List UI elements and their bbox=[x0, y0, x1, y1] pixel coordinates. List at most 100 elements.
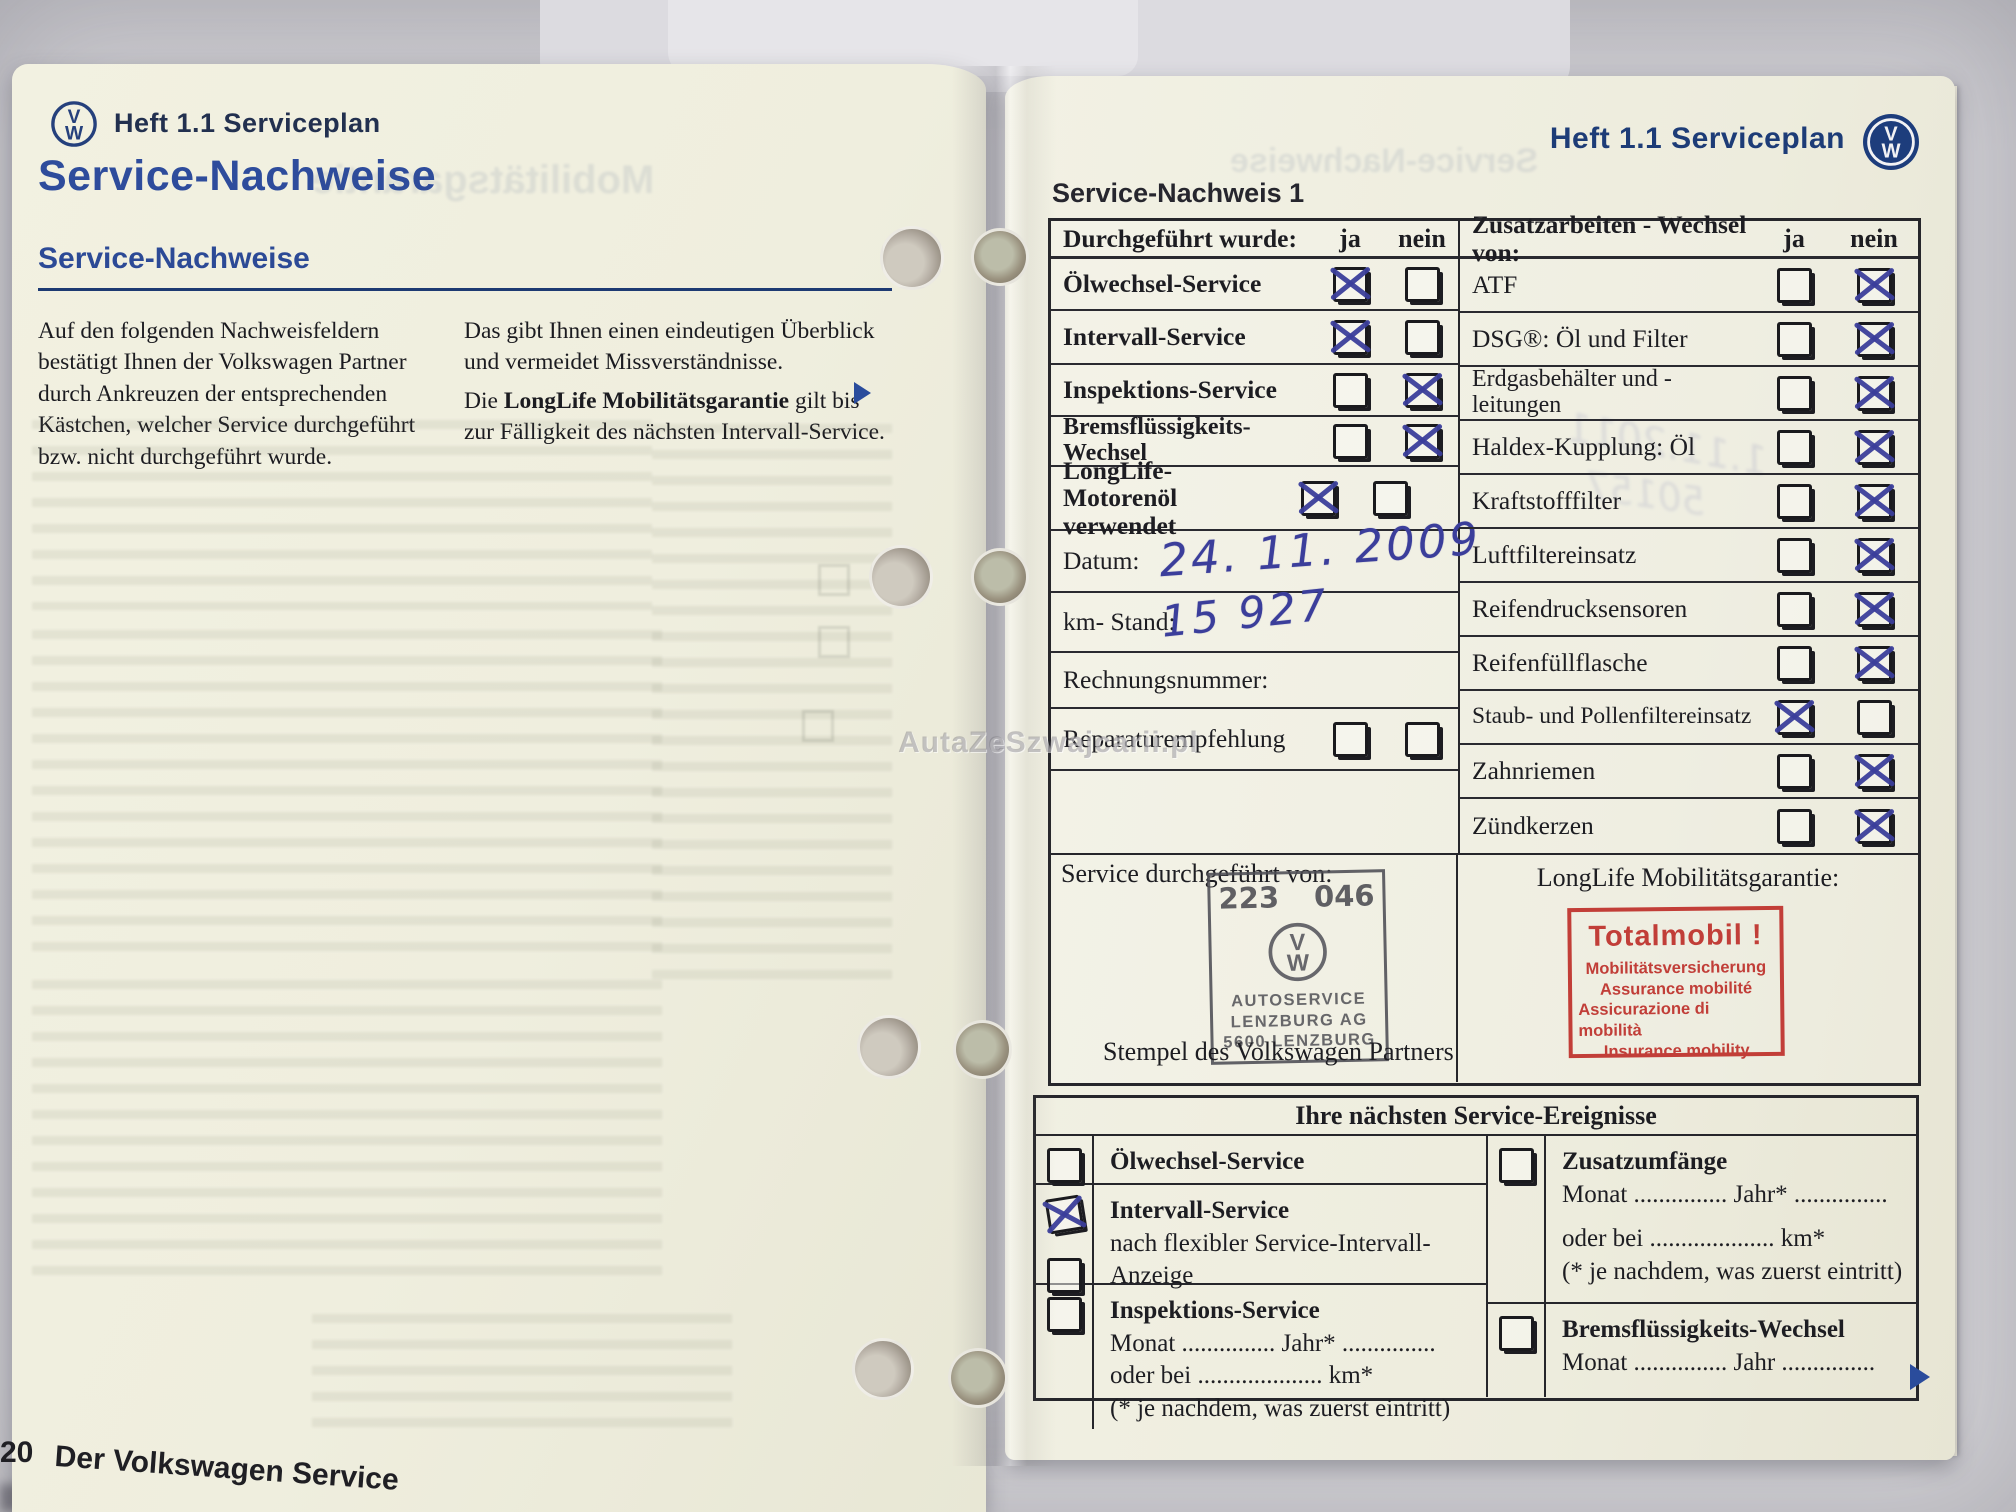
right-page: Heft 1.1 Serviceplan V W Service-Nachwei… bbox=[1005, 76, 1955, 1460]
performed-column-group: Durchgeführt wurde: ja nein Ölwechsel-Se… bbox=[1051, 221, 1483, 853]
row-label: Erdgasbehälter und -leitungen bbox=[1472, 366, 1672, 418]
row-label: Intervall-Service bbox=[1063, 322, 1246, 352]
performed-by-label: Service durchgeführt von: bbox=[1061, 859, 1333, 888]
col-nein-header: nein bbox=[1850, 223, 1898, 253]
row-label: Ölwechsel-Service bbox=[1063, 269, 1262, 299]
watermark: AutaZeSzwajcarii.pl bbox=[898, 726, 1199, 759]
service-record-table: Durchgeführt wurde: ja nein Ölwechsel-Se… bbox=[1048, 211, 1921, 1086]
next-service-subline: nach flexibler Service-Intervall-Anzeige bbox=[1110, 1229, 1431, 1290]
next-services-title: Ihre nächsten Service-Ereignisse bbox=[1036, 1098, 1916, 1136]
additional-column-group: Zusatzarbeiten - Wechsel von: ja nein AT… bbox=[1460, 211, 1918, 853]
checkbox-ja bbox=[1776, 267, 1812, 303]
table-row: Erdgasbehälter und -leitungen bbox=[1460, 366, 1918, 421]
table-row: Ölwechsel-Service bbox=[1051, 259, 1458, 311]
checkbox-nein bbox=[1856, 591, 1892, 627]
row-label: Haldex-Kupplung: Öl bbox=[1472, 432, 1696, 462]
next-service-label: Ölwechsel-Service bbox=[1110, 1148, 1305, 1175]
row-label: Zahnriemen bbox=[1472, 756, 1596, 786]
next-service-row: Inspektions-Service Monat ..............… bbox=[1036, 1285, 1486, 1429]
table-row: Intervall-Service bbox=[1051, 311, 1458, 365]
repair-recommendation-row: Reparaturempfehlung bbox=[1051, 709, 1458, 771]
table-row: Zahnriemen bbox=[1460, 745, 1918, 799]
checkbox-ja bbox=[1776, 321, 1812, 357]
binder-hole bbox=[869, 545, 933, 609]
vw-logo: V W bbox=[50, 100, 98, 148]
checkbox-nein bbox=[1372, 480, 1408, 516]
next-service-label: Inspektions-Service bbox=[1110, 1297, 1320, 1324]
checkbox bbox=[1498, 1148, 1534, 1183]
page-number: 20 bbox=[0, 1436, 34, 1469]
bleedthrough-heading: Service-Nachweise bbox=[1230, 142, 1539, 180]
next-service-subline: (* je nachdem, was zuerst eintritt) bbox=[1562, 1257, 1903, 1285]
table-row: Haldex-Kupplung: Öl bbox=[1460, 421, 1918, 475]
row-label: Reifenfüllflasche bbox=[1472, 648, 1648, 678]
next-service-row: Bremsflüssigkeits-Wechsel Monat ........… bbox=[1488, 1304, 1916, 1397]
bleedthrough-heading: Mobilitätsgarantie bbox=[312, 158, 655, 202]
next-service-subline: oder bei .................... km* bbox=[1110, 1362, 1374, 1389]
table-row: Reifendrucksensoren bbox=[1460, 583, 1918, 637]
row-label: Staub- und Pollenfiltereinsatz bbox=[1472, 703, 1752, 730]
bleedthrough-block bbox=[32, 420, 652, 610]
section-heading: Service-Nachweise bbox=[38, 242, 310, 275]
dealer-code-right: 046 bbox=[1313, 878, 1375, 914]
table-row: Bremsflüssigkeits-Wechsel bbox=[1051, 414, 1458, 467]
mobility-guarantee-label: LongLife Mobilitätsgarantie: bbox=[1536, 863, 1840, 892]
svg-text:W: W bbox=[65, 123, 84, 144]
checkbox-ja bbox=[1776, 699, 1812, 735]
checkbox-ja bbox=[1332, 266, 1368, 302]
dealer-code-left: 223 bbox=[1218, 880, 1280, 916]
totalmobil-stamp: Totalmobil ! Mobilitätsversicherung Assu… bbox=[1567, 905, 1785, 1060]
additional-header-row: Zusatzarbeiten - Wechsel von: ja nein bbox=[1460, 211, 1918, 266]
table-row: Kraftstofffilter bbox=[1460, 475, 1918, 529]
paragraph-longlife-bold: LongLife Mobilitätsgarantie bbox=[503, 388, 790, 414]
col-ja-header: ja bbox=[1339, 223, 1361, 253]
binder-hole bbox=[971, 548, 1029, 606]
next-service-label: Zusatzumfänge bbox=[1562, 1148, 1728, 1175]
additional-header: Zusatzarbeiten - Wechsel von: bbox=[1472, 209, 1747, 267]
page-title: Service-Nachweise bbox=[38, 152, 437, 200]
checkbox-nein bbox=[1856, 267, 1892, 303]
table-row: Inspektions-Service bbox=[1051, 365, 1458, 417]
checkbox-nein bbox=[1856, 537, 1892, 573]
table-row: Zündkerzen bbox=[1460, 799, 1918, 853]
footer-text: Der Volkswagen Service bbox=[53, 1440, 400, 1497]
bleedthrough-checkbox bbox=[818, 564, 850, 596]
paragraph-intro: Auf den folgenden Nachweisfeldern bestät… bbox=[38, 318, 415, 470]
next-service-row: Ölwechsel-Service bbox=[1036, 1136, 1486, 1185]
checkbox bbox=[1046, 1258, 1082, 1293]
checkbox-ja bbox=[1332, 372, 1368, 408]
checkbox bbox=[1046, 1297, 1082, 1332]
paragraph-longlife: Die LongLife Mobilitätsgarantie gilt bis… bbox=[464, 386, 892, 449]
col-nein-header: nein bbox=[1398, 223, 1446, 253]
svg-text:V: V bbox=[68, 107, 81, 128]
checkbox-nein bbox=[1404, 423, 1440, 459]
booklet-header: Heft 1.1 Serviceplan bbox=[114, 108, 381, 138]
checkbox-nein bbox=[1856, 699, 1892, 735]
mobility-guarantee-cell: LongLife Mobilitätsgarantie: Totalmobil … bbox=[1458, 855, 1918, 1082]
next-service-subline: Monat ............... Jahr* ............… bbox=[1562, 1180, 1888, 1208]
next-service-label: Intervall-Service bbox=[1110, 1197, 1290, 1224]
empty-filler-row bbox=[1051, 771, 1458, 853]
row-label: Zündkerzen bbox=[1472, 811, 1594, 841]
row-label: Inspektions-Service bbox=[1063, 375, 1277, 405]
dealer-stamp-cell: Service durchgeführt von: 223 046 V W A bbox=[1051, 855, 1458, 1082]
performed-header: Durchgeführt wurde: bbox=[1063, 223, 1297, 253]
next-services-left-group: Ölwechsel-Service Intervall-Service nach… bbox=[1036, 1136, 1488, 1429]
checkbox-nein bbox=[1404, 266, 1440, 302]
binder-hole bbox=[857, 1015, 921, 1079]
checkbox bbox=[1332, 721, 1368, 757]
svg-text:V: V bbox=[1289, 929, 1306, 955]
checkbox-ja bbox=[1776, 808, 1812, 844]
next-service-subline: Monat ............... Jahr .............… bbox=[1562, 1348, 1876, 1376]
bleedthrough-checkbox bbox=[818, 626, 850, 658]
dealer-stamp: 223 046 V W AUTOSERVICE LENZBURG AG 5600… bbox=[1207, 869, 1389, 1065]
next-services-right-group: Zusatzumfänge Monat ............... Jahr… bbox=[1488, 1136, 1916, 1397]
row-label: ATF bbox=[1472, 270, 1518, 300]
table-row: ATF bbox=[1460, 259, 1918, 313]
section-rule bbox=[38, 288, 892, 291]
date-row: Datum: 24. 11. 2009 bbox=[1051, 512, 1483, 593]
binder-hole bbox=[971, 228, 1029, 286]
binder-hole bbox=[880, 226, 944, 290]
checkbox-nein bbox=[1856, 808, 1892, 844]
checkbox bbox=[1046, 1148, 1082, 1183]
